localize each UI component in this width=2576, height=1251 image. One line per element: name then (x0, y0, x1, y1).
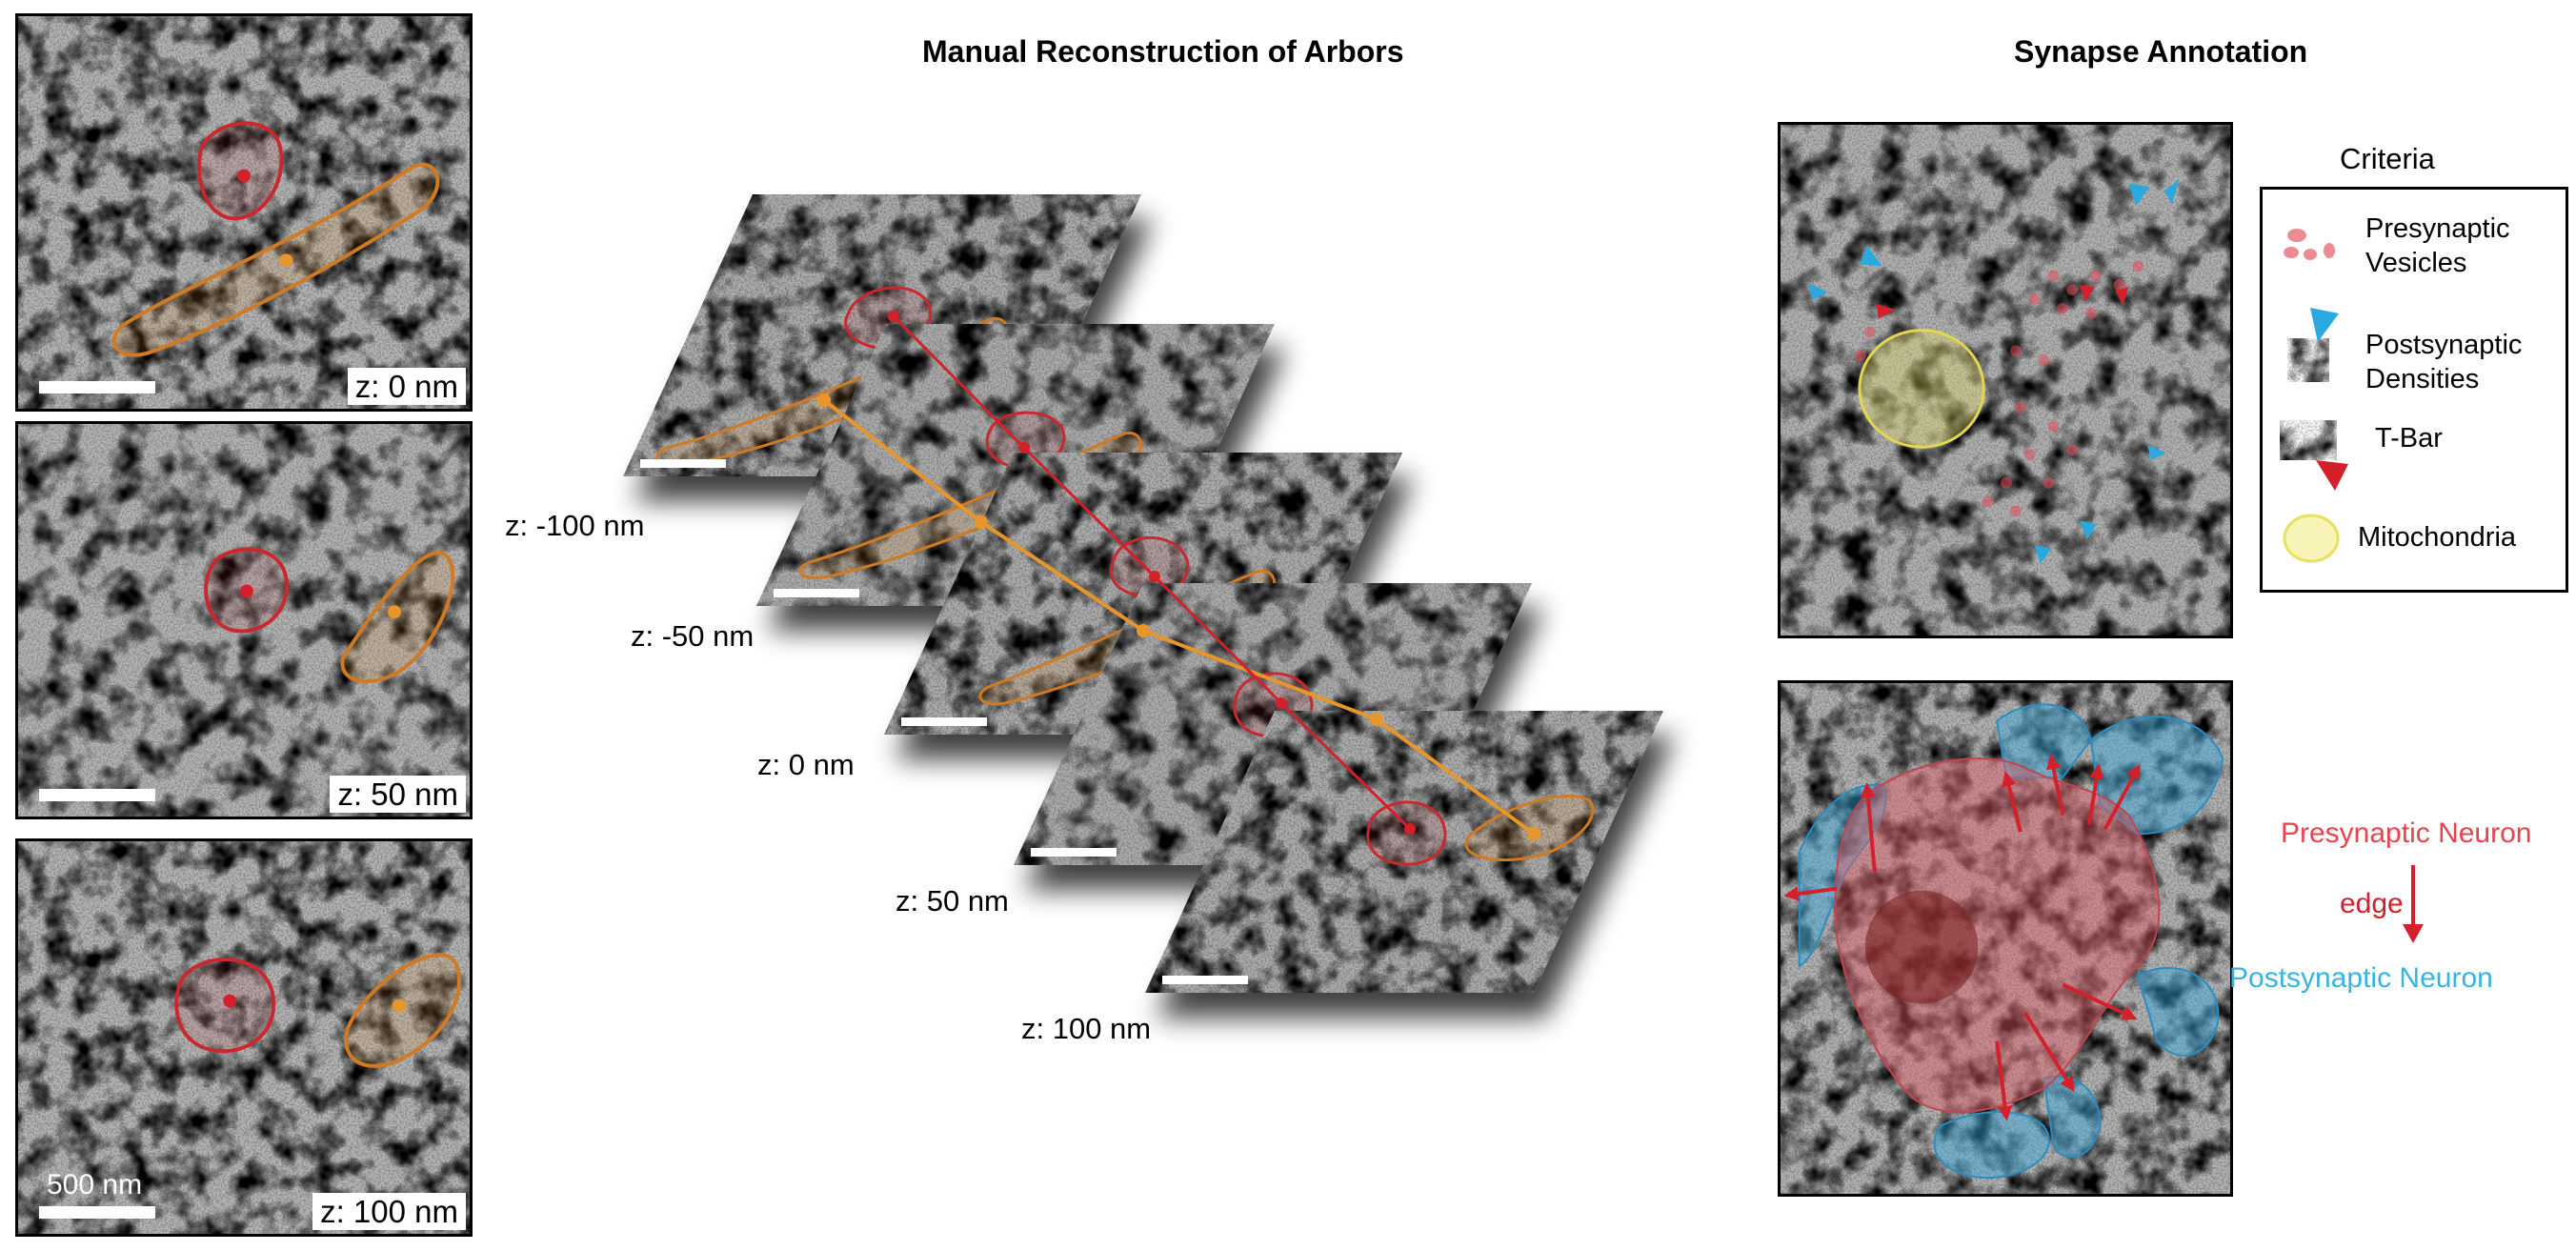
post-density-markers (1808, 179, 2180, 564)
z-label: z: 100 nm (312, 1193, 466, 1230)
z-label: z: 0 nm (347, 368, 466, 405)
postsynaptic-neuron-label: Postsynaptic Neuron (2229, 962, 2493, 994)
orange-skeleton-nodes (817, 393, 1540, 840)
scale-bar (39, 789, 155, 801)
mitochondrion (1858, 329, 1985, 449)
presynaptic-region (1834, 757, 2161, 1114)
em-panel-z100: 500 nm z: 100 nm (15, 838, 473, 1237)
t-bar-icon (2280, 420, 2348, 491)
stack-label-z-100: z: 100 nm (1021, 1012, 1152, 1045)
legend-label-mitochondria: Mitochondria (2358, 522, 2517, 553)
scale-bar (39, 381, 155, 393)
legend-label-vesicles: Presynaptic (2365, 213, 2510, 244)
stack-label-z-minus-50: z: -50 nm (631, 619, 755, 653)
stack-label-z-50: z: 50 nm (896, 884, 1009, 918)
stack-label-z-minus-100: z: -100 nm (505, 509, 645, 542)
scale-bar-label: 500 nm (47, 1169, 143, 1201)
z-label: z: 50 nm (330, 776, 466, 813)
vesicles (1855, 260, 2144, 517)
presynaptic-neuron-label: Presynaptic Neuron (2281, 817, 2532, 849)
legend-title: Criteria (2340, 142, 2435, 175)
em-panel-z50: z: 50 nm (15, 421, 473, 819)
legend-label-postsynaptic: Postsynaptic (2365, 330, 2523, 360)
em-image (18, 424, 470, 817)
red-skeleton-nodes (888, 311, 1416, 835)
legend-label-postsynaptic-2: Densities (2365, 364, 2480, 394)
red-neuron-node (223, 994, 237, 1008)
synapse-em-image (1781, 125, 2230, 636)
orange-neuron-node (279, 253, 293, 268)
synapse-annotation-title: Synapse Annotation (2014, 34, 2308, 69)
orange-neuron-node (388, 605, 401, 619)
postsynaptic-regions (1798, 703, 2224, 1180)
synapse-neuron-panel (1778, 680, 2233, 1197)
manual-reconstruction-title: Manual Reconstruction of Arbors (922, 34, 1404, 69)
em-image (18, 841, 470, 1234)
mitochondria-icon (2283, 514, 2340, 563)
criteria-legend: Presynaptic Vesicles Postsynaptic Densit… (2260, 187, 2568, 593)
postsynaptic-density-icon (2287, 308, 2339, 382)
stack-label-z-0: z: 0 nm (757, 748, 855, 781)
scale-bar (39, 1206, 155, 1219)
edge-arrow (2403, 865, 2424, 943)
orange-neuron-node (392, 999, 406, 1013)
orange-neuron-outline (111, 163, 440, 357)
t-bar-markers (1876, 285, 2129, 319)
em-image (18, 16, 470, 409)
vesicles-icon (2284, 229, 2335, 260)
mitochondrion-dark (1864, 890, 1979, 1004)
em-panel-z0: z: 0 nm (15, 13, 473, 412)
red-neuron-node (240, 584, 253, 598)
legend-label-vesicles-2: Vesicles (2365, 248, 2467, 278)
legend-label-t-bar: T-Bar (2375, 423, 2443, 454)
red-neuron-node (237, 169, 251, 183)
synapse-edges (1783, 754, 2141, 1121)
synapse-em-panel (1778, 122, 2233, 638)
edge-label: edge (2340, 888, 2404, 919)
synapse-neuron-image (1781, 683, 2230, 1194)
